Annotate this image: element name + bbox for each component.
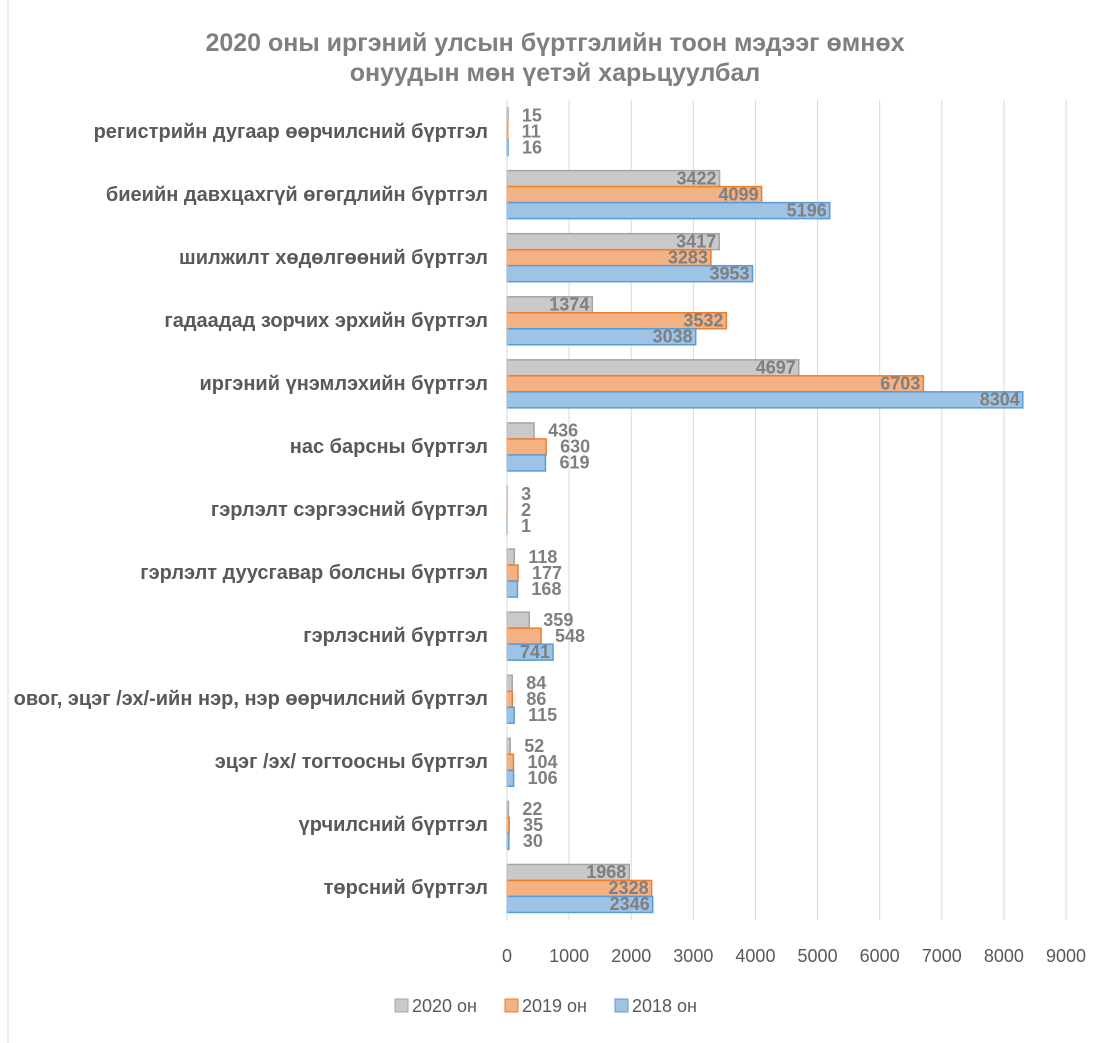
data-label: 4099 — [719, 184, 759, 204]
y-tick-label: иргэний үнэмлэхийн бүртгэл — [199, 372, 488, 395]
data-label: 104 — [527, 752, 557, 772]
legend-swatch — [394, 998, 409, 1013]
bar — [506, 611, 531, 629]
data-label: 168 — [531, 579, 561, 599]
x-tick-label: 7000 — [922, 946, 962, 966]
data-label: 115 — [528, 705, 557, 725]
data-label: 30 — [523, 831, 543, 851]
data-label: 2346 — [610, 894, 650, 914]
data-label: 619 — [559, 453, 589, 473]
data-label: 52 — [524, 736, 544, 756]
data-label: 86 — [526, 689, 546, 709]
data-label: 2 — [521, 500, 531, 520]
y-tick-label: регистрийн дугаар өөрчилсний бүртгэл — [93, 120, 488, 143]
bar — [506, 753, 515, 772]
data-label: 5196 — [787, 200, 827, 220]
data-label: 1 — [521, 516, 531, 536]
x-tick-label: 5000 — [798, 946, 838, 966]
y-tick-label: гэрлэлт дуусгавар болсны бүртгэл — [140, 562, 488, 585]
data-label: 35 — [523, 815, 543, 835]
data-label: 436 — [548, 421, 578, 441]
y-tick-label: биеийн давхцахгүй өгөгдлийн бүртгэл — [105, 183, 488, 206]
bar — [506, 706, 515, 724]
y-tick-label: нас барсны бүртгэл — [289, 435, 488, 458]
data-label: 8304 — [980, 390, 1020, 410]
y-tick-label: гэрлэсний бүртгэл — [303, 625, 488, 648]
data-label: 16 — [522, 137, 542, 157]
data-label: 1968 — [586, 862, 626, 882]
bar — [506, 769, 515, 788]
x-tick-label: 3000 — [673, 946, 713, 966]
x-tick-label: 9000 — [1046, 946, 1086, 966]
data-label: 3422 — [676, 168, 716, 188]
y-tick-label: шилжилт хөдөлгөөний бүртгэл — [179, 246, 488, 269]
x-tick-label: 1000 — [549, 946, 589, 966]
data-label: 106 — [528, 768, 558, 788]
legend-swatch — [614, 998, 629, 1013]
bar — [506, 201, 831, 220]
x-tick-label: 0 — [502, 946, 512, 966]
bar — [506, 548, 516, 566]
bar — [506, 391, 1024, 409]
legend-label: 2018 он — [632, 996, 697, 1016]
data-label: 2328 — [609, 878, 649, 898]
data-label: 84 — [526, 673, 546, 693]
bar — [506, 580, 519, 598]
bar — [506, 564, 519, 582]
data-label: 3283 — [668, 247, 708, 267]
data-label: 3532 — [683, 311, 723, 331]
data-label: 359 — [543, 610, 573, 630]
chart-title: 2020 оны иргэний улсын бүртгэлийн тоон м… — [205, 29, 905, 87]
y-tick-label: гадаадад зорчих эрхийн бүртгэл — [164, 309, 488, 332]
bar — [506, 690, 514, 708]
data-label: 3 — [521, 484, 531, 504]
data-label: 630 — [560, 437, 590, 457]
data-label: 741 — [520, 642, 550, 662]
data-label: 548 — [555, 626, 585, 646]
y-tick-label: эцэг /эх/ тогтоосны бүртгэл — [214, 751, 488, 774]
data-label: 11 — [522, 121, 541, 141]
data-label: 15 — [522, 105, 542, 125]
bar — [506, 674, 513, 692]
data-label: 177 — [532, 563, 562, 583]
y-tick-label: үрчилсний бүртгэл — [298, 814, 488, 837]
x-tick-label: 2000 — [611, 946, 651, 966]
x-tick-label: 6000 — [860, 946, 900, 966]
x-tick-label: 4000 — [735, 946, 775, 966]
data-label: 3038 — [653, 327, 693, 347]
bar — [506, 438, 547, 456]
chart-border — [7, 0, 9, 1043]
legend-swatch — [504, 998, 519, 1013]
data-label: 4697 — [756, 358, 796, 378]
bar — [506, 422, 535, 440]
y-tick-label: гэрлэлт сэргээсний бүртгэл — [210, 499, 488, 521]
data-label: 3417 — [676, 231, 716, 251]
y-tick-label: төрсний бүртгэл — [323, 877, 488, 900]
data-label: 6703 — [880, 374, 920, 394]
data-label: 22 — [522, 799, 542, 819]
bar — [506, 454, 547, 472]
data-label: 3953 — [709, 263, 749, 283]
data-label: 118 — [528, 547, 557, 567]
bar — [506, 375, 925, 393]
legend-label: 2019 он — [522, 996, 587, 1016]
x-tick-label: 8000 — [984, 946, 1024, 966]
data-label: 1374 — [549, 295, 589, 315]
legend-label: 2020 он — [412, 996, 477, 1016]
y-tick-label: овог, эцэг /эх/-ийн нэр, нэр өөрчилсний … — [13, 688, 488, 711]
